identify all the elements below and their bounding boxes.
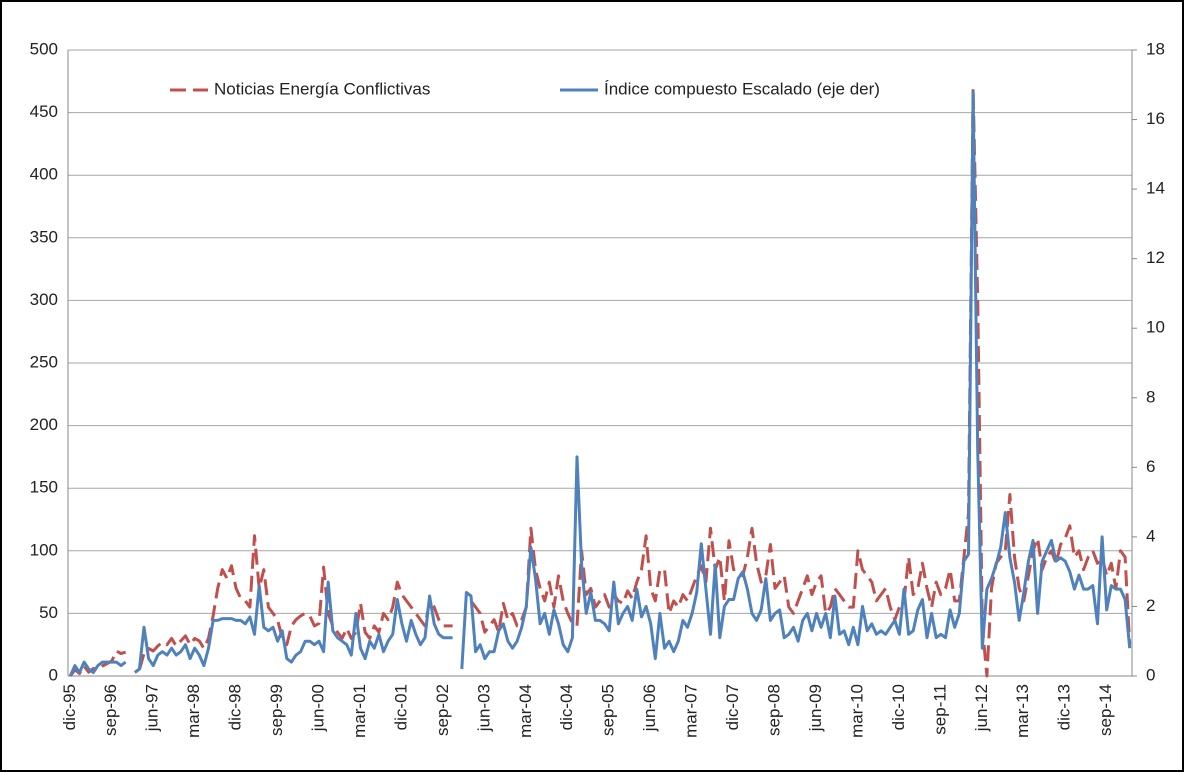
x-tick-label: sep-99 (267, 684, 286, 736)
x-tick-label: dic-01 (391, 684, 410, 730)
y-tick-label: 100 (30, 540, 58, 559)
x-tick-label: mar-04 (516, 684, 535, 738)
y-tick-label: 500 (30, 39, 58, 58)
y2-tick-label: 14 (1146, 179, 1165, 198)
legend-label: Noticias Energía Conflictivas (214, 79, 430, 98)
x-tick-label: mar-13 (1013, 684, 1032, 738)
x-tick-label: sep-02 (433, 684, 452, 736)
x-tick-label: sep-08 (765, 684, 784, 736)
x-tick-label: mar-98 (184, 684, 203, 738)
x-tick-label: sep-96 (101, 684, 120, 736)
line-series (68, 90, 1132, 677)
x-tick-label: jun-09 (806, 684, 825, 732)
y2-tick-label: 2 (1146, 596, 1155, 615)
x-tick-label: sep-11 (930, 684, 949, 735)
y-tick-label: 50 (39, 603, 58, 622)
x-tick-label: dic-98 (226, 684, 245, 730)
y-tick-label: 200 (30, 415, 58, 434)
y2-tick-label: 4 (1146, 526, 1155, 545)
x-tick-label: mar-07 (682, 684, 701, 738)
y2-tick-label: 18 (1146, 39, 1165, 58)
y2-tick-label: 6 (1146, 457, 1155, 476)
x-tick-label: jun-00 (309, 684, 328, 732)
y2-tick-label: 12 (1146, 248, 1165, 267)
x-tick-label: dic-13 (1055, 684, 1074, 730)
y2-tick-label: 16 (1146, 109, 1165, 128)
legend-label: Índice compuesto Escalado (eje der) (604, 79, 880, 98)
y2-tick-label: 8 (1146, 387, 1155, 406)
x-tick-label: dic-10 (889, 684, 908, 730)
x-tick-label: jun-06 (640, 684, 659, 732)
x-tick-label: jun-97 (143, 684, 162, 732)
y-tick-label: 450 (30, 102, 58, 121)
y-tick-label: 250 (30, 352, 58, 371)
x-tick-label: dic-95 (60, 684, 79, 730)
x-tick-label: jun-03 (474, 684, 493, 732)
x-tick-label: mar-01 (350, 684, 369, 738)
y-tick-label: 300 (30, 290, 58, 309)
x-tick-label: dic-07 (723, 684, 742, 730)
x-tick-label: mar-10 (847, 684, 866, 738)
y2-tick-label: 0 (1146, 665, 1155, 684)
x-tick-label: dic-04 (557, 684, 576, 730)
y-tick-label: 0 (49, 665, 58, 684)
y2-tick-label: 10 (1146, 318, 1165, 337)
y-tick-label: 400 (30, 165, 58, 184)
y-tick-label: 350 (30, 227, 58, 246)
y-tick-label: 150 (30, 478, 58, 497)
x-tick-label: jun-12 (972, 684, 991, 732)
x-tick-label: sep-05 (599, 684, 618, 736)
x-tick-label: sep-14 (1096, 684, 1115, 736)
